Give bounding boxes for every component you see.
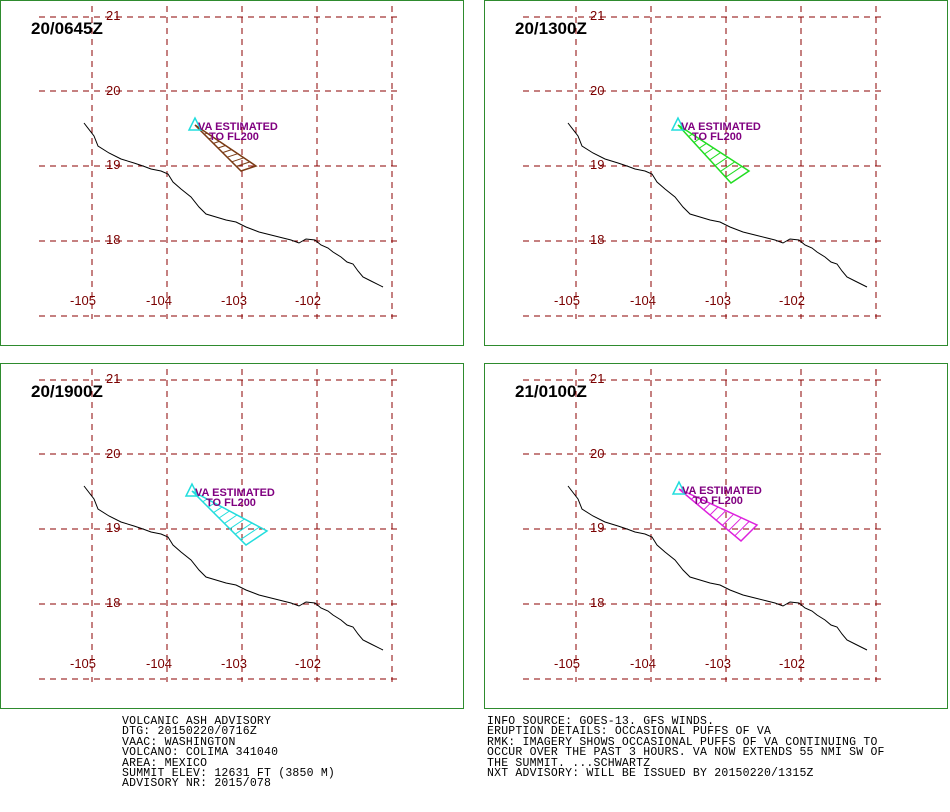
- advisory-line: VOLCANO: COLIMA 341040: [122, 746, 279, 760]
- advisory-line: NXT ADVISORY: WILL BE ISSUED BY 20150220…: [487, 767, 814, 781]
- coastline: [567, 485, 868, 651]
- ash-plume: [677, 124, 751, 184]
- panel-timestamp: 21/0100Z: [515, 382, 587, 401]
- advisory-details-block: INFO SOURCE: GOES-13. GFS WINDS. ERUPTIO…: [487, 715, 885, 781]
- longitude-label: -102: [295, 656, 321, 671]
- longitude-label: -102: [779, 293, 805, 308]
- advisory-line: THE SUMMIT. ...SCHWARTZ: [487, 756, 651, 770]
- longitude-label: -105: [70, 293, 96, 308]
- longitude-label: -103: [221, 656, 247, 671]
- forecast-panel: -105 -104 -103 -102 21 20 19 18 VA ESTIMATED TO F…: [484, 363, 948, 709]
- advisory-line: VAAC: WASHINGTON: [122, 735, 236, 749]
- va-annotation-line1: VA ESTIMATED: [195, 487, 275, 499]
- advisory-header-block: VOLCANIC ASH ADVISORY DTG: 20150220/0716…: [122, 715, 336, 791]
- advisory-line: ADVISORY NR: 2015/078: [122, 777, 272, 791]
- latitude-label: 21: [106, 8, 120, 23]
- advisory-line: AREA: MEXICO: [122, 756, 208, 770]
- longitude-label: -104: [630, 656, 656, 671]
- advisory-line: OCCUR OVER THE PAST 3 HOURS. VA NOW EXTE…: [487, 746, 885, 760]
- latitude-label: 18: [590, 232, 604, 247]
- panel-timestamp: 20/1900Z: [31, 382, 103, 401]
- latitude-label: 18: [106, 232, 120, 247]
- va-annotation-line2: TO FL200: [693, 495, 743, 507]
- longitude-label: -102: [295, 293, 321, 308]
- volcano-marker-icon: [670, 116, 686, 131]
- longitude-label: -104: [630, 293, 656, 308]
- forecast-panel: -105 -104 -103 -102 21 20 19 18 VA ESTIMATED TO F…: [0, 0, 464, 346]
- advisory-line: DTG: 20150220/0716Z: [122, 725, 257, 739]
- latitude-label: 20: [106, 446, 120, 461]
- forecast-panel: -105 -104 -103 -102 21 20 19 18 VA ESTIMATED TO F…: [0, 363, 464, 709]
- ash-plume: [194, 124, 258, 172]
- va-annotation-line1: VA ESTIMATED: [682, 485, 762, 497]
- longitude-label: -105: [554, 656, 580, 671]
- va-annotation-line2: TO FL200: [692, 131, 742, 143]
- longitude-label: -103: [705, 293, 731, 308]
- forecast-panel: -105 -104 -103 -102 21 20 19 18 VA ESTIMATED TO F…: [484, 0, 948, 346]
- latitude-label: 21: [590, 371, 604, 386]
- latitude-label: 18: [106, 595, 120, 610]
- latitude-label: 19: [106, 157, 120, 172]
- va-annotation-line1: VA ESTIMATED: [198, 121, 278, 133]
- ash-plume: [678, 488, 759, 543]
- panel-timestamp: 20/1300Z: [515, 19, 587, 38]
- latitude-label: 21: [590, 8, 604, 23]
- va-annotation-line1: VA ESTIMATED: [681, 121, 761, 133]
- longitude-label: -105: [554, 293, 580, 308]
- advisory-line: SUMMIT ELEV: 12631 FT (3850 M): [122, 767, 336, 781]
- volcano-marker-icon: [187, 116, 203, 131]
- panel-timestamp: 20/0645Z: [31, 19, 103, 38]
- va-annotation-line2: TO FL200: [209, 131, 259, 143]
- coastline: [83, 485, 384, 651]
- advisory-line: ERUPTION DETAILS: OCCASIONAL PUFFS OF VA: [487, 725, 772, 739]
- latitude-label: 21: [106, 371, 120, 386]
- latitude-label: 18: [590, 595, 604, 610]
- volcano-marker-icon: [671, 480, 687, 495]
- longitude-label: -103: [705, 656, 731, 671]
- advisory-line: RMK: IMAGERY SHOWS OCCASIONAL PUFFS OF V…: [487, 735, 878, 749]
- longitude-label: -103: [221, 293, 247, 308]
- va-annotation-line2: TO FL200: [206, 497, 256, 509]
- latitude-label: 20: [106, 83, 120, 98]
- advisory-line: VOLCANIC ASH ADVISORY: [122, 715, 272, 728]
- longitude-label: -104: [146, 293, 172, 308]
- latitude-label: 20: [590, 446, 604, 461]
- ash-plume: [191, 490, 269, 546]
- latitude-label: 20: [590, 83, 604, 98]
- latitude-label: 19: [590, 157, 604, 172]
- longitude-label: -105: [70, 656, 96, 671]
- coastline: [83, 122, 384, 288]
- longitude-label: -102: [779, 656, 805, 671]
- coastline: [567, 122, 868, 288]
- latitude-label: 19: [106, 520, 120, 535]
- longitude-label: -104: [146, 656, 172, 671]
- volcano-marker-icon: [184, 482, 200, 497]
- latitude-label: 19: [590, 520, 604, 535]
- advisory-line: INFO SOURCE: GOES-13. GFS WINDS.: [487, 715, 715, 728]
